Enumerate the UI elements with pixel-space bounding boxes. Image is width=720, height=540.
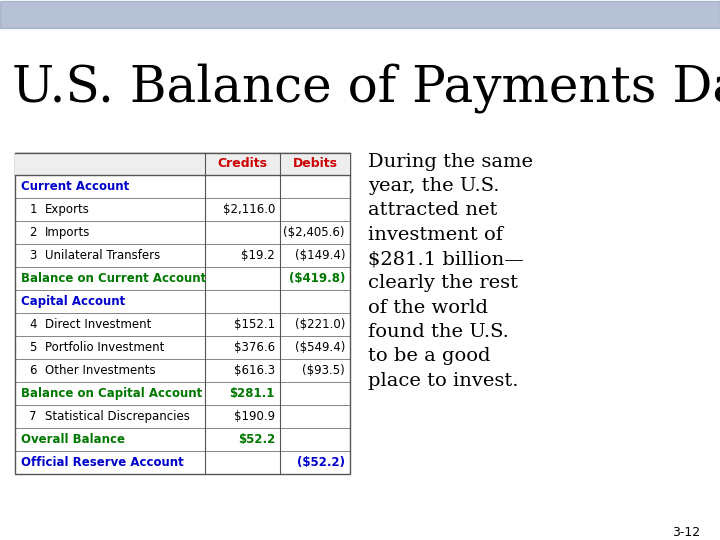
Text: Capital Account: Capital Account xyxy=(21,295,125,308)
Text: 1: 1 xyxy=(30,203,37,216)
Text: During the same
year, the U.S.
attracted net
investment of
$281.1 billion—
clear: During the same year, the U.S. attracted… xyxy=(368,153,533,389)
Text: Exports: Exports xyxy=(45,203,90,216)
Text: Overall Balance: Overall Balance xyxy=(21,433,125,446)
Text: 3: 3 xyxy=(30,249,37,262)
Text: Direct Investment: Direct Investment xyxy=(45,318,151,331)
Text: Debits: Debits xyxy=(292,157,338,170)
Text: ($549.4): ($549.4) xyxy=(294,341,345,354)
Text: 4: 4 xyxy=(30,318,37,331)
Text: U.S. Balance of Payments Data 2009: U.S. Balance of Payments Data 2009 xyxy=(12,63,720,113)
Text: 5: 5 xyxy=(30,341,37,354)
Text: $2,116.0: $2,116.0 xyxy=(222,203,275,216)
Text: Unilateral Transfers: Unilateral Transfers xyxy=(45,249,161,262)
Text: Current Account: Current Account xyxy=(21,180,130,193)
Text: $152.1: $152.1 xyxy=(234,318,275,331)
Text: $616.3: $616.3 xyxy=(234,364,275,377)
Text: Statistical Discrepancies: Statistical Discrepancies xyxy=(45,410,190,423)
Text: ($149.4): ($149.4) xyxy=(294,249,345,262)
Text: Portfolio Investment: Portfolio Investment xyxy=(45,341,164,354)
Text: Balance on Current Account: Balance on Current Account xyxy=(21,272,206,285)
Text: Balance on Capital Account: Balance on Capital Account xyxy=(21,387,202,400)
Text: Official Reserve Account: Official Reserve Account xyxy=(21,456,184,469)
Text: $19.2: $19.2 xyxy=(241,249,275,262)
Text: $190.9: $190.9 xyxy=(234,410,275,423)
Text: 3-12: 3-12 xyxy=(672,526,700,539)
Text: 2: 2 xyxy=(30,226,37,239)
Text: $376.6: $376.6 xyxy=(234,341,275,354)
Bar xyxy=(15,153,350,474)
Text: 7: 7 xyxy=(30,410,37,423)
Text: ($2,405.6): ($2,405.6) xyxy=(284,226,345,239)
Text: ($419.8): ($419.8) xyxy=(289,272,345,285)
Text: Imports: Imports xyxy=(45,226,91,239)
Text: ($93.5): ($93.5) xyxy=(302,364,345,377)
Bar xyxy=(15,153,350,175)
Text: ($52.2): ($52.2) xyxy=(297,456,345,469)
Text: ($221.0): ($221.0) xyxy=(294,318,345,331)
Text: 6: 6 xyxy=(30,364,37,377)
Text: $52.2: $52.2 xyxy=(238,433,275,446)
Text: Credits: Credits xyxy=(217,157,268,170)
Text: Other Investments: Other Investments xyxy=(45,364,156,377)
Text: $281.1: $281.1 xyxy=(230,387,275,400)
